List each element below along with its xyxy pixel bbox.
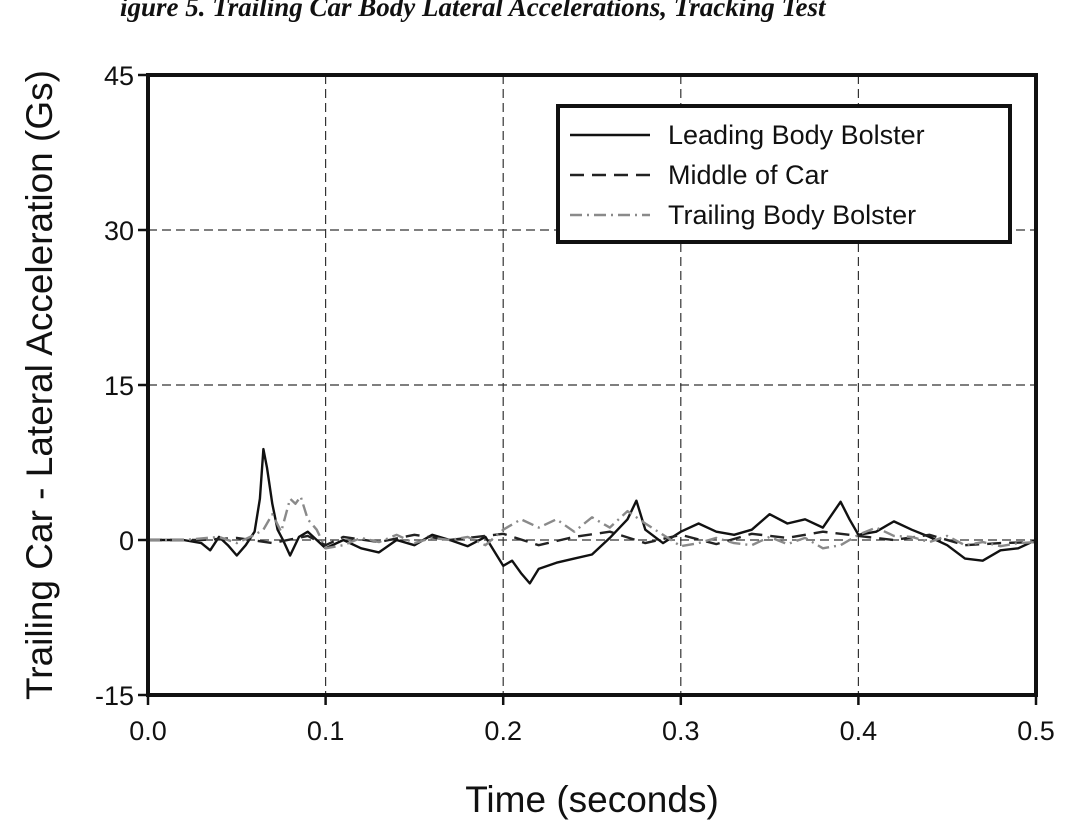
y-tick-label: -15 xyxy=(95,681,134,711)
y-tick-label: 15 xyxy=(104,371,134,401)
x-tick-label: 0.0 xyxy=(129,716,167,746)
x-axis-title: Time (seconds) xyxy=(465,779,719,820)
x-tick-labels: 0.0 0.1 0.2 0.3 0.4 0.5 xyxy=(129,716,1055,746)
x-tick-label: 0.2 xyxy=(484,716,522,746)
legend-box xyxy=(556,104,1012,244)
x-tick-label: 0.5 xyxy=(1017,716,1055,746)
series-layer xyxy=(148,447,1037,585)
y-tick-labels: -15 0 15 30 45 xyxy=(95,61,134,711)
y-tick-label: 45 xyxy=(104,61,134,91)
legend-label: Leading Body Bolster xyxy=(668,120,925,150)
figure-caption-fragment: igure 5. Trailing Car Body Lateral Accel… xyxy=(120,0,827,22)
axis-ticks xyxy=(138,73,1038,705)
x-tick-label: 0.4 xyxy=(840,716,878,746)
legend: Leading Body Bolster Middle of Car Trailin… xyxy=(556,104,1012,244)
series-line-middle-of-car xyxy=(148,530,1037,547)
x-tick-label: 0.1 xyxy=(307,716,345,746)
legend-label: Trailing Body Bolster xyxy=(668,200,916,230)
series-line-trailing-body-bolster xyxy=(148,495,1037,550)
y-tick-label: 0 xyxy=(119,526,134,556)
x-tick-label: 0.3 xyxy=(662,716,700,746)
y-tick-label: 30 xyxy=(104,216,134,246)
legend-label: Middle of Car xyxy=(668,160,829,190)
series-line-leading-body-bolster xyxy=(148,447,1037,585)
y-axis-title: Trailing Car - Lateral Acceleration (Gs) xyxy=(19,70,60,700)
